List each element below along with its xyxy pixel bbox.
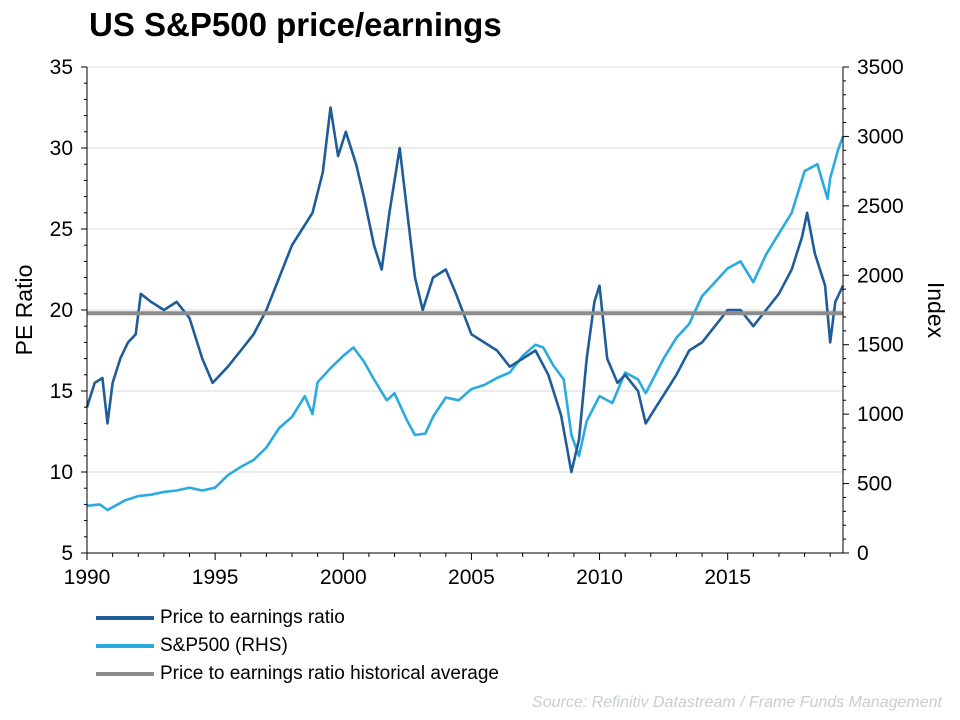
y2-tick-label: 0 bbox=[857, 542, 869, 565]
x-tick-label: 2010 bbox=[576, 566, 623, 589]
x-tick-label: 2000 bbox=[320, 566, 367, 589]
x-tick-label: 2005 bbox=[448, 566, 495, 589]
y2-tick-label: 3000 bbox=[857, 125, 904, 148]
grid-lines bbox=[87, 66, 843, 473]
series-line-sp500 bbox=[86, 135, 845, 512]
y2-tick-label: 2500 bbox=[857, 195, 904, 218]
y2-axis-title: Index bbox=[923, 282, 949, 339]
series-line-pe bbox=[85, 106, 845, 474]
legend-label: Price to earnings ratio bbox=[160, 607, 345, 628]
legend: Price to earnings ratio S&P500 (RHS) Price… bbox=[96, 604, 499, 688]
y2-tick-label: 1500 bbox=[857, 334, 904, 357]
legend-swatch bbox=[96, 672, 154, 676]
legend-label: Price to earnings ratio historical avera… bbox=[160, 663, 500, 684]
y-tick-label: 30 bbox=[50, 137, 73, 160]
y2-tick-label: 3500 bbox=[857, 56, 904, 79]
axes: 5 10 15 20 25 30 35 0 500 1000 1500 2000 2500 3000 350… bbox=[50, 56, 904, 589]
y2-tick-label: 2000 bbox=[857, 264, 904, 287]
y-axis-title: PE Ratio bbox=[11, 265, 37, 356]
y-tick-label: 15 bbox=[50, 380, 73, 403]
legend-item-sp500: S&P500 (RHS) bbox=[96, 632, 499, 660]
y2-tick-label: 1000 bbox=[857, 403, 904, 426]
y-tick-label: 5 bbox=[61, 542, 73, 565]
y-tick-label: 20 bbox=[50, 299, 73, 322]
legend-item-pe: Price to earnings ratio bbox=[96, 604, 499, 632]
chart-title: US S&P500 price/earnings bbox=[89, 6, 502, 43]
y-tick-label: 10 bbox=[50, 461, 73, 484]
x-tick-label: 2015 bbox=[704, 566, 751, 589]
series-layer bbox=[85, 106, 845, 512]
y-tick-label: 25 bbox=[50, 218, 73, 241]
y2-tick-label: 500 bbox=[857, 473, 892, 496]
legend-swatch bbox=[96, 616, 154, 620]
legend-item-pe-average: Price to earnings ratio historical avera… bbox=[96, 660, 499, 688]
legend-label: S&P500 (RHS) bbox=[160, 635, 288, 656]
x-tick-label: 1995 bbox=[192, 566, 239, 589]
legend-swatch bbox=[96, 644, 154, 648]
source-note: Source: Refinitiv Datastream / Frame Fun… bbox=[532, 694, 942, 711]
y-tick-label: 35 bbox=[50, 56, 73, 79]
x-tick-label: 1990 bbox=[64, 566, 111, 589]
